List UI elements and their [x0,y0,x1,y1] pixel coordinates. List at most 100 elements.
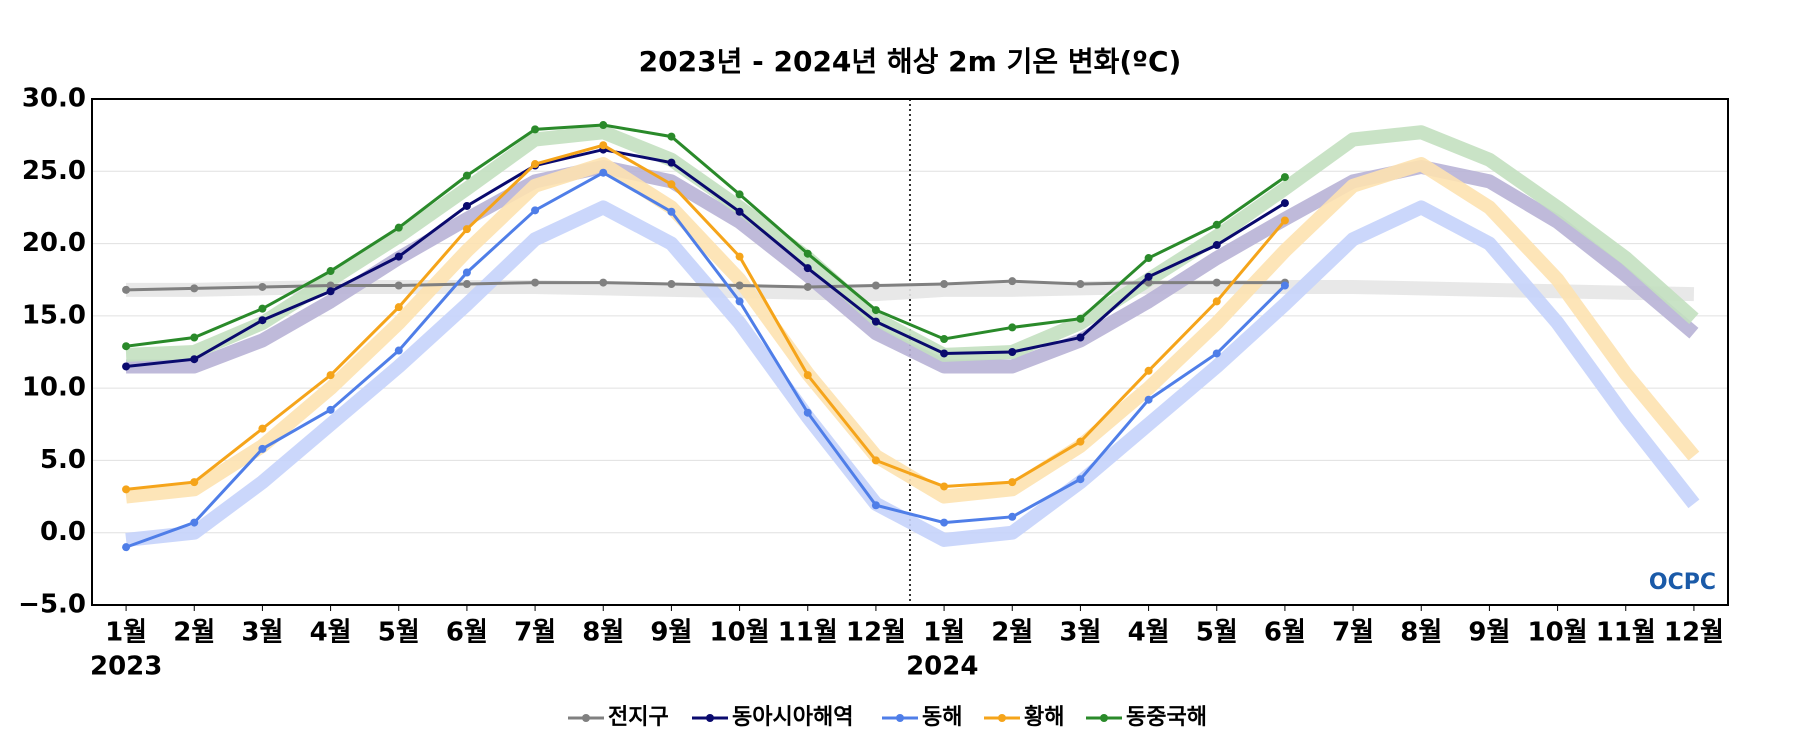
point [1212,278,1221,287]
y-tick-label: 30.0 [22,84,86,114]
point [462,280,471,289]
point [122,485,131,494]
point [531,125,540,134]
point [871,306,880,315]
point [1008,478,1017,487]
normal-band [125,200,1700,547]
normal-band [125,157,1700,504]
x-tick-label: 1월 [923,618,965,648]
point [599,141,608,150]
x-tick-label: 6월 [446,618,488,648]
y-tick-label: 10.0 [22,373,86,403]
legend-marker [1100,714,1108,722]
point [1008,323,1017,332]
point [190,478,199,487]
point [462,171,471,180]
point [1280,216,1289,225]
point [599,168,608,177]
point [940,280,949,289]
x-tick-label: 11월 [1596,618,1656,648]
point [394,346,403,355]
point [326,281,335,290]
point [326,405,335,414]
point [803,408,812,417]
legend-label: 황해 [1024,705,1064,730]
point [871,501,880,510]
point [1076,437,1085,446]
point [1212,349,1221,358]
point [667,132,676,141]
point [531,206,540,215]
point [531,160,540,169]
x-tick-label: 12월 [1664,618,1724,648]
point [667,180,676,189]
x-tick-label: 12월 [846,618,906,648]
point [667,280,676,289]
point [462,225,471,234]
point [394,281,403,290]
legend-marker [998,714,1006,722]
x-tick-label: 4월 [310,618,352,648]
point [599,278,608,287]
legend-marker [706,714,714,722]
x-tick-label: 10월 [1528,618,1588,648]
point [1212,220,1221,229]
legend-label: 동아시아해역 [732,705,853,730]
point [1280,281,1289,290]
point [1280,199,1289,208]
x-tick-label: 8월 [582,618,624,648]
point [1144,366,1153,375]
x-tick-label: 8월 [1400,618,1442,648]
point [531,278,540,287]
point [394,303,403,312]
y-tick-label: 25.0 [22,156,86,186]
point [190,333,199,342]
x-tick-label: 11월 [778,618,838,648]
y-tick-label: −5.0 [18,590,86,620]
point [326,287,335,296]
x-tick-label: 5월 [378,618,420,648]
point [667,207,676,216]
point [258,282,267,291]
point [462,268,471,277]
x-tick-label: 7월 [1332,618,1374,648]
x-tick-label: 1월 [105,618,147,648]
point [190,355,199,364]
point [326,267,335,276]
year-label: 2023 [90,652,162,682]
point [735,207,744,216]
point [735,252,744,261]
point [1076,475,1085,484]
point [871,281,880,290]
x-tick-label: 7월 [514,618,556,648]
point [940,334,949,343]
point [394,252,403,261]
series-line [125,123,1286,348]
point [940,518,949,527]
y-tick-label: 0.0 [40,517,86,547]
point [122,285,131,294]
y-tick-label: 5.0 [40,445,86,475]
point [1008,277,1017,286]
point [258,304,267,313]
series-line [126,279,1285,292]
x-tick-label: 9월 [1468,618,1510,648]
point [462,201,471,210]
point [735,281,744,290]
x-tick-label: 5월 [1196,618,1238,648]
point [1144,395,1153,404]
legend-marker [896,714,904,722]
logo: OCPC [1649,570,1716,595]
y-tick-label: 20.0 [22,228,86,258]
point [803,371,812,380]
point [667,158,676,167]
point [1280,173,1289,182]
point [735,297,744,306]
y-tick-label: 15.0 [22,300,86,330]
x-tick-label: 2월 [173,618,215,648]
point [1008,348,1017,356]
point [1076,280,1085,289]
year-label: 2024 [906,652,978,682]
legend-marker [582,714,590,722]
